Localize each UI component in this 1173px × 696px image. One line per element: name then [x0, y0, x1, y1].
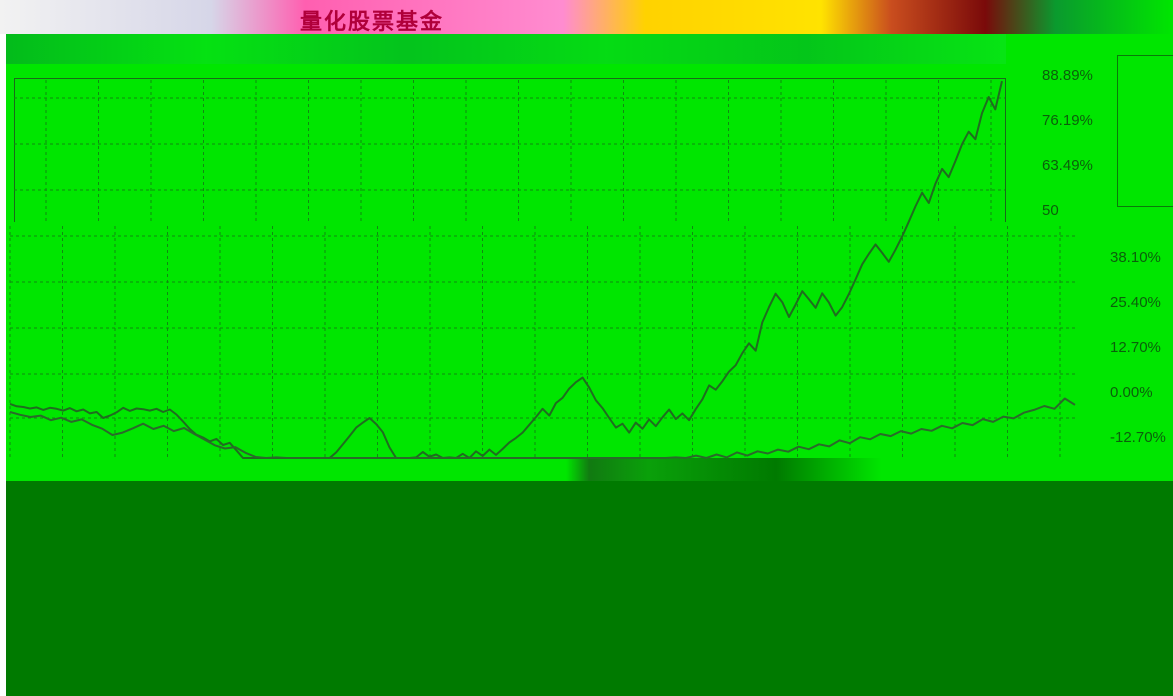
y-tick-label: 12.70% [1110, 339, 1161, 356]
title-bar: 量化股票基金 [0, 0, 1173, 35]
y-tick-label: 88.89% [1042, 67, 1093, 84]
top-band [6, 34, 1006, 64]
y-tick-label: 76.19% [1042, 112, 1093, 129]
y-tick-label: 38.10% [1110, 249, 1161, 266]
y-tick-label: 63.49% [1042, 157, 1093, 174]
chart-title: 量化股票基金 [300, 9, 445, 35]
top-plot-frame [14, 78, 1006, 223]
bottom-strip [6, 458, 1173, 481]
legend-box [1117, 55, 1173, 207]
series-line-2 [9, 397, 1076, 459]
bottom-panel [6, 481, 1173, 696]
y-tick-label: -12.70% [1110, 429, 1166, 446]
y-tick-label: 50 [1042, 202, 1059, 219]
series-line-1 [9, 80, 1003, 459]
y-tick-label: 25.40% [1110, 294, 1161, 311]
main-chart-panel [6, 222, 1173, 458]
y-tick-label: 0.00% [1110, 384, 1153, 401]
